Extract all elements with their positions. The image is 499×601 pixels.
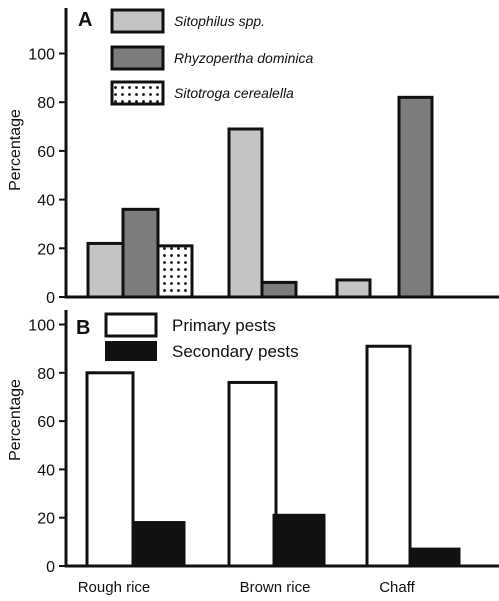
legend-item-secondary-pests: Secondary pests: [105, 341, 299, 361]
legend-swatch-primary-pests: [104, 312, 158, 338]
panel-a-y-tick-label-40: 40: [37, 193, 55, 210]
panel-b-y-tick-label-100: 100: [28, 318, 55, 335]
legend-label-primary-pests: Primary pests: [172, 316, 276, 335]
panel-b-y-ticks: 0 20 40 60 80 100: [28, 318, 66, 576]
legend-label-sitophilus: Sitophilus spp.: [174, 13, 265, 29]
panel-a-y-tick-label-0: 0: [46, 290, 55, 307]
panel-a-y-tick-label-100: 100: [28, 47, 55, 64]
panel-b: B Percentage 0 20 40 60 80 100 Primary pests …: [7, 310, 499, 576]
legend-label-sitotroga: Sitotroga cerealella: [174, 85, 294, 101]
panel-a-y-tick-label-60: 60: [37, 144, 55, 161]
panel-a-bar-rhyzopertha-dominica-chaff: [397, 95, 434, 299]
legend-swatch-secondary-pests: [105, 341, 157, 361]
panel-b-legend: Primary pests Secondary pests: [104, 312, 299, 361]
panel-b-bar-secondary-pests-brown-rice: [272, 513, 326, 568]
panel-a-bar-sitophilus-spp-rough-rice: [86, 241, 125, 299]
panel-a-y-tick-label-20: 20: [37, 241, 55, 258]
panel-a-bar-rhyzopertha-dominica-rough-rice: [121, 207, 160, 299]
category-label-brown-rice: Brown rice: [240, 579, 311, 596]
panel-b-y-tick-label-80: 80: [37, 366, 55, 383]
legend-label-rhyzopertha: Rhyzopertha dominica: [174, 50, 314, 66]
panel-b-label: B: [76, 317, 90, 339]
panel-a-legend: Sitophilus spp. Rhyzopertha dominica Sit…: [110, 8, 314, 106]
panel-b-bar-secondary-pests-rough-rice: [131, 521, 186, 568]
panel-b-bar-primary-pests-brown-rice: [227, 380, 278, 568]
legend-label-secondary-pests: Secondary pests: [172, 342, 299, 361]
panel-b-y-tick-label-60: 60: [37, 414, 55, 431]
panel-a-y-ticks: 0 20 40 60 80 100: [28, 47, 66, 307]
panel-b-bar-primary-pests-rough-rice: [85, 371, 135, 568]
panel-a-bar-sitophilus-spp-chaff: [335, 278, 372, 299]
legend-swatch-sitophilus: [110, 8, 165, 34]
legend-item-sitophilus: Sitophilus spp.: [110, 8, 265, 34]
legend-item-primary-pests: Primary pests: [104, 312, 276, 338]
legend-swatch-rhyzopertha: [110, 45, 165, 71]
panel-a-y-axis-label: Percentage: [7, 109, 24, 191]
panel-b-y-axis-label: Percentage: [7, 379, 24, 461]
panel-b-y-tick-label-0: 0: [46, 559, 55, 576]
legend-swatch-sitotroga: [110, 80, 165, 106]
panel-b-bar-primary-pests-chaff: [365, 344, 412, 568]
panel-a-bar-sitotroga-cerealella-rough-rice: [156, 244, 194, 299]
panel-a-bar-sitophilus-spp-brown-rice: [227, 127, 264, 299]
panel-a-bar-rhyzopertha-dominica-brown-rice: [260, 280, 298, 299]
panel-b-y-tick-label-20: 20: [37, 511, 55, 528]
panel-a-y-tick-label-80: 80: [37, 95, 55, 112]
panel-a-label: A: [78, 9, 92, 31]
category-label-chaff: Chaff: [379, 579, 415, 596]
category-label-rough-rice: Rough rice: [78, 579, 151, 596]
panel-a: A Percentage 0 20 40 60 80 100 Sitophilus spp…: [7, 8, 499, 307]
legend-item-sitotroga: Sitotroga cerealella: [110, 80, 294, 106]
panel-b-bars: [85, 344, 461, 568]
legend-item-rhyzopertha: Rhyzopertha dominica: [110, 45, 314, 71]
panel-b-y-tick-label-40: 40: [37, 462, 55, 479]
panel-b-bar-secondary-pests-chaff: [408, 547, 461, 568]
x-axis-category-labels: Rough rice Brown rice Chaff: [78, 579, 416, 596]
panel-a-bars: [86, 95, 434, 299]
